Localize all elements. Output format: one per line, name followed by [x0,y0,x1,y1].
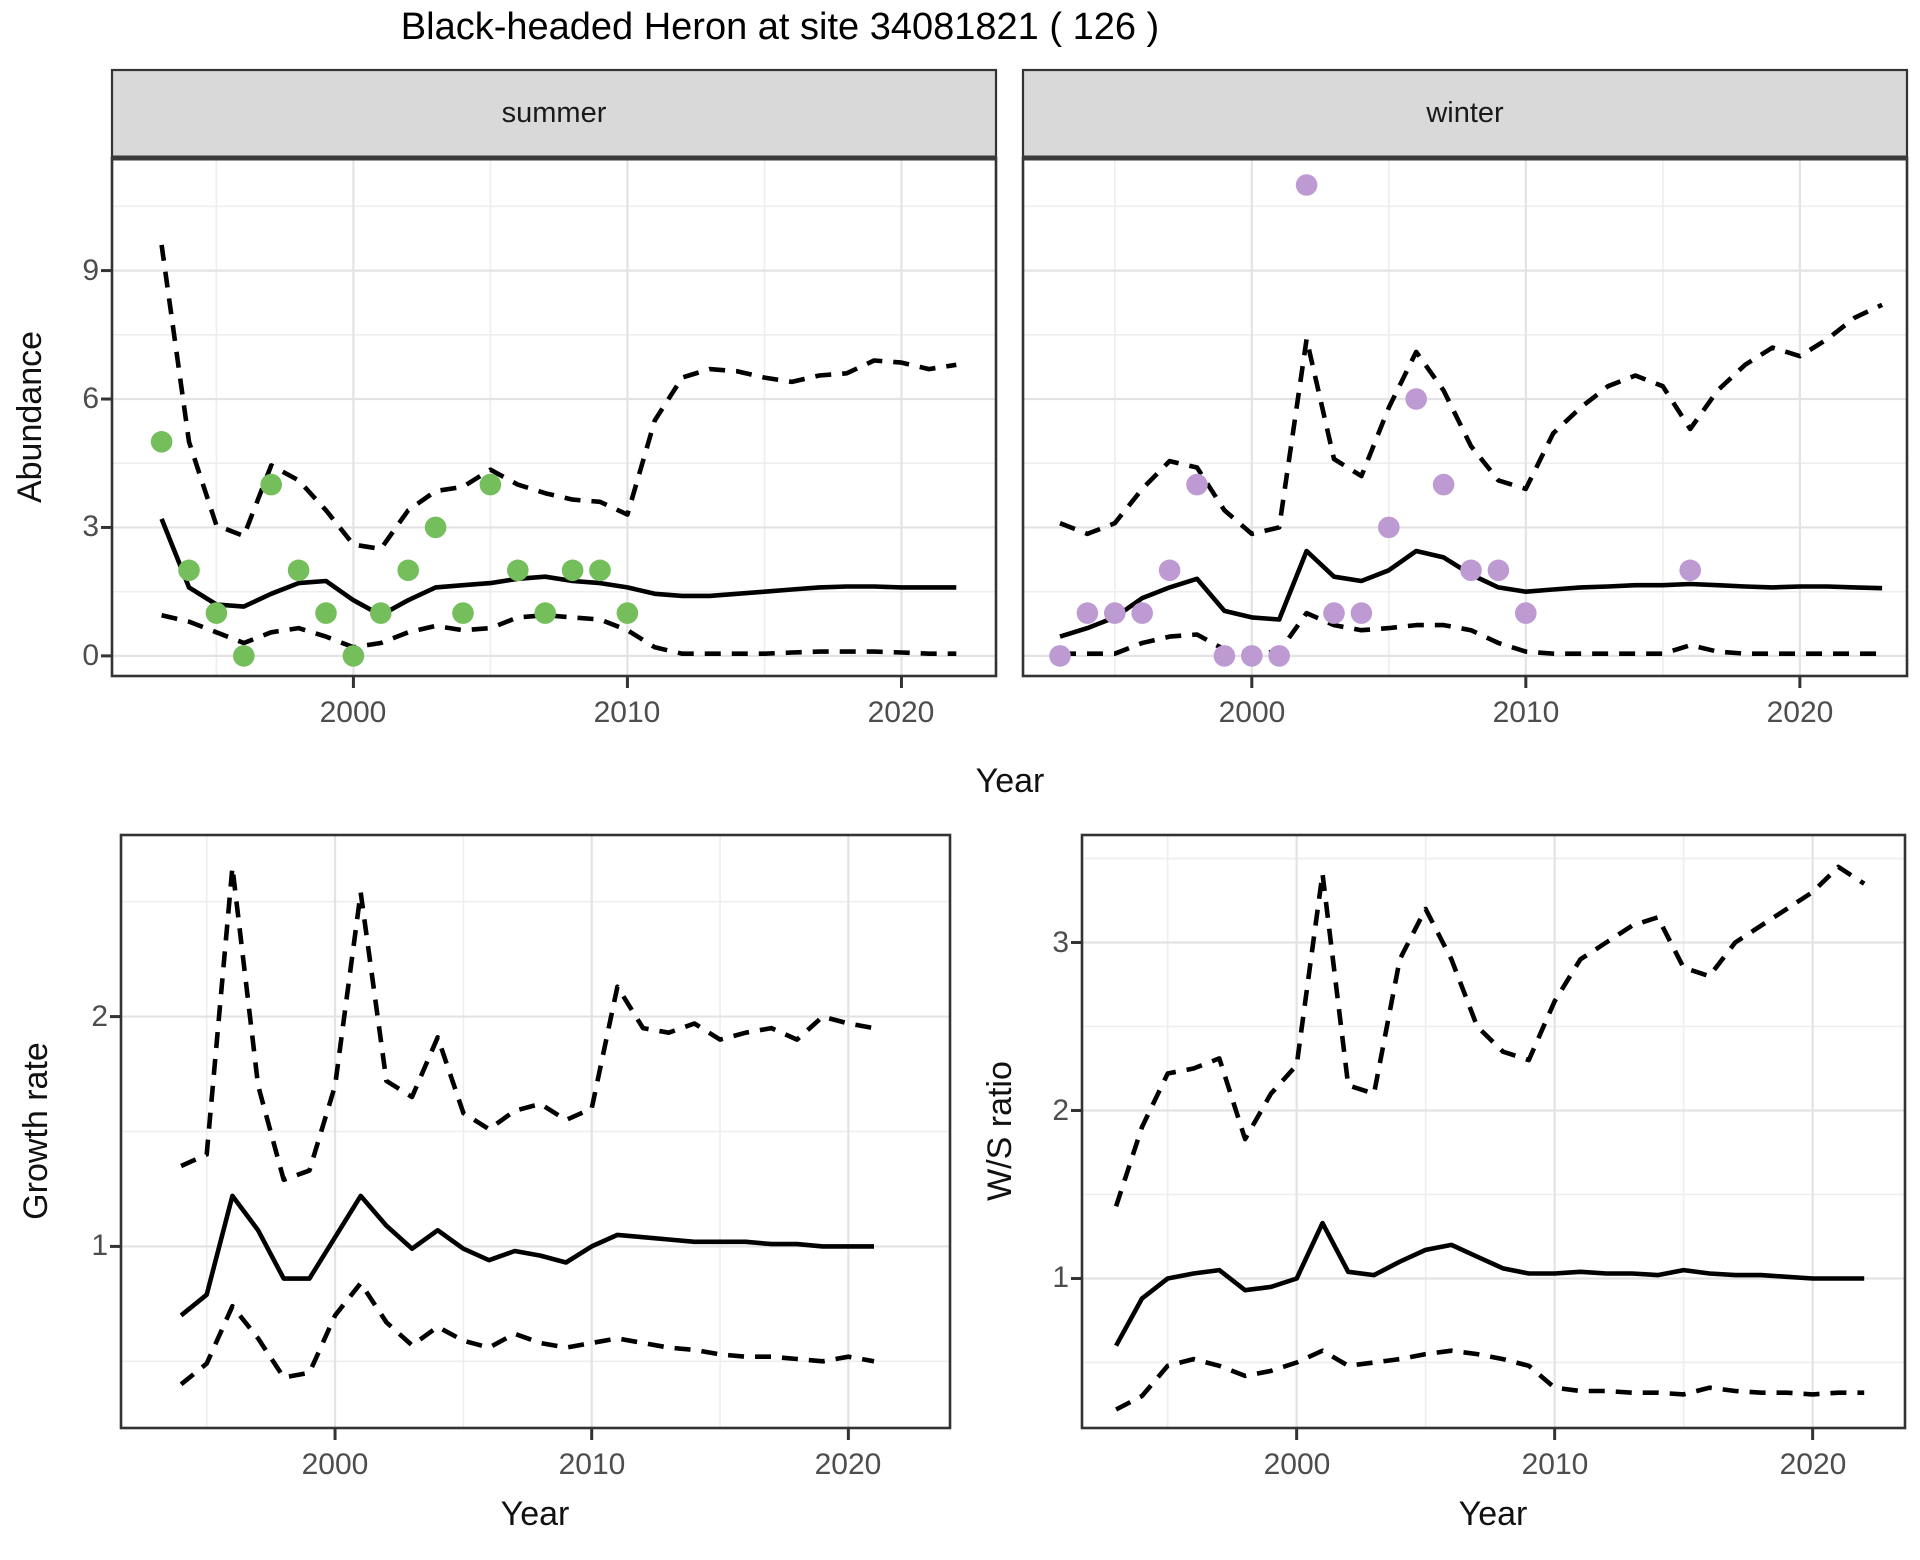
page-title: Black-headed Heron at site 34081821 ( 12… [400,6,1160,48]
x-tick-label-2010: 2010 [593,696,661,729]
panel-summer [101,68,998,688]
observed-counts-points [150,431,639,667]
panel-growth-rate [110,833,952,1440]
x-axis-title-year-top: Year [975,762,1045,800]
panel-w-s-ratio [1071,833,1907,1440]
x-tick-label-2000: 2000 [319,696,387,729]
x-tick-label-2020: 2020 [814,1448,882,1481]
upper-credible-line [1113,864,1866,1208]
upper-credible-line [180,864,875,1183]
facet-strip-summer: summer [501,97,607,129]
lower-credible-line [1115,1348,1865,1412]
y-tick-label-2: 2 [1052,1094,1069,1127]
x-tick-label-2010: 2010 [558,1448,626,1481]
y-tick-label-1: 1 [1052,1261,1069,1294]
y-tick-label-2: 2 [91,1000,108,1033]
panel-winter [1021,68,1909,688]
y-tick-label-1: 1 [91,1229,108,1262]
y-axis-title-ws-ratio: W/S ratio [981,1061,1019,1201]
lower-credible-line [179,1280,875,1387]
x-tick-label-2000: 2000 [1218,696,1286,729]
model-median-line [159,518,957,618]
x-tick-label-2000: 2000 [301,1448,369,1481]
upper-credible-line [1059,302,1884,537]
x-tick-label-2010: 2010 [1492,696,1560,729]
lower-credible-line [1060,610,1883,657]
x-tick-label-2010: 2010 [1521,1448,1589,1481]
y-tick-label-9: 9 [82,254,99,287]
upper-credible-line [159,244,957,552]
y-tick-label-3: 3 [82,510,99,543]
x-tick-label-2020: 2020 [1779,1448,1847,1481]
y-tick-label-0: 0 [82,639,99,672]
x-tick-label-2020: 2020 [1766,696,1834,729]
observed-counts-points [1049,174,1701,667]
y-tick-label-3: 3 [1052,926,1069,959]
facet-strip-winter: winter [1426,97,1504,129]
x-tick-label-2000: 2000 [1263,1448,1331,1481]
x-axis-title-year-growth: Year [500,1495,570,1533]
x-axis-title-year-ws: Year [1458,1495,1528,1533]
x-tick-label-2020: 2020 [867,696,935,729]
model-median-line [1114,1220,1865,1347]
model-median-line [179,1193,874,1318]
y-tick-label-6: 6 [82,382,99,415]
lower-credible-line [161,612,957,657]
